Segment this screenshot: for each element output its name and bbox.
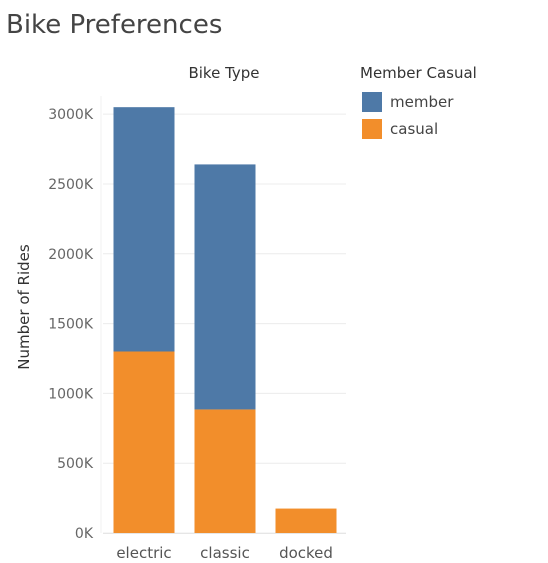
y-axis-ticks: 0K 500K 1000K 1500K 2000K 2500K 3000K	[48, 107, 94, 542]
column-header: Bike Type	[188, 64, 259, 82]
legend-item-member: member	[360, 88, 477, 115]
bars	[113, 107, 337, 533]
y-tick-label: 0K	[75, 526, 94, 542]
legend-title: Member Casual	[360, 64, 477, 82]
bar-electric-casual	[113, 351, 175, 533]
x-tick-label: docked	[279, 544, 333, 562]
bar-electric-member	[113, 107, 175, 352]
x-tick-label: classic	[200, 544, 250, 562]
y-tick-label: 3000K	[48, 107, 94, 123]
legend: Member Casual member casual	[360, 64, 477, 142]
y-tick-label: 1500K	[48, 317, 94, 333]
y-tick-label: 1000K	[48, 386, 94, 402]
x-tick-label: electric	[116, 544, 171, 562]
bar-classic-casual	[194, 409, 256, 533]
y-tick-label: 2500K	[48, 177, 94, 193]
y-tick-label: 2000K	[48, 247, 94, 263]
legend-swatch	[362, 91, 382, 112]
bar-classic-member	[194, 164, 256, 410]
legend-item-casual: casual	[360, 115, 477, 142]
y-axis-title: Number of Rides	[15, 244, 33, 370]
bar-docked-casual	[275, 508, 337, 533]
x-axis-ticks: electric classic docked	[116, 544, 333, 562]
legend-swatch	[362, 118, 382, 139]
y-tick-label: 500K	[57, 456, 94, 472]
legend-label: casual	[390, 119, 439, 138]
legend-label: member	[390, 92, 454, 111]
chart-title: Bike Preferences	[6, 10, 223, 40]
